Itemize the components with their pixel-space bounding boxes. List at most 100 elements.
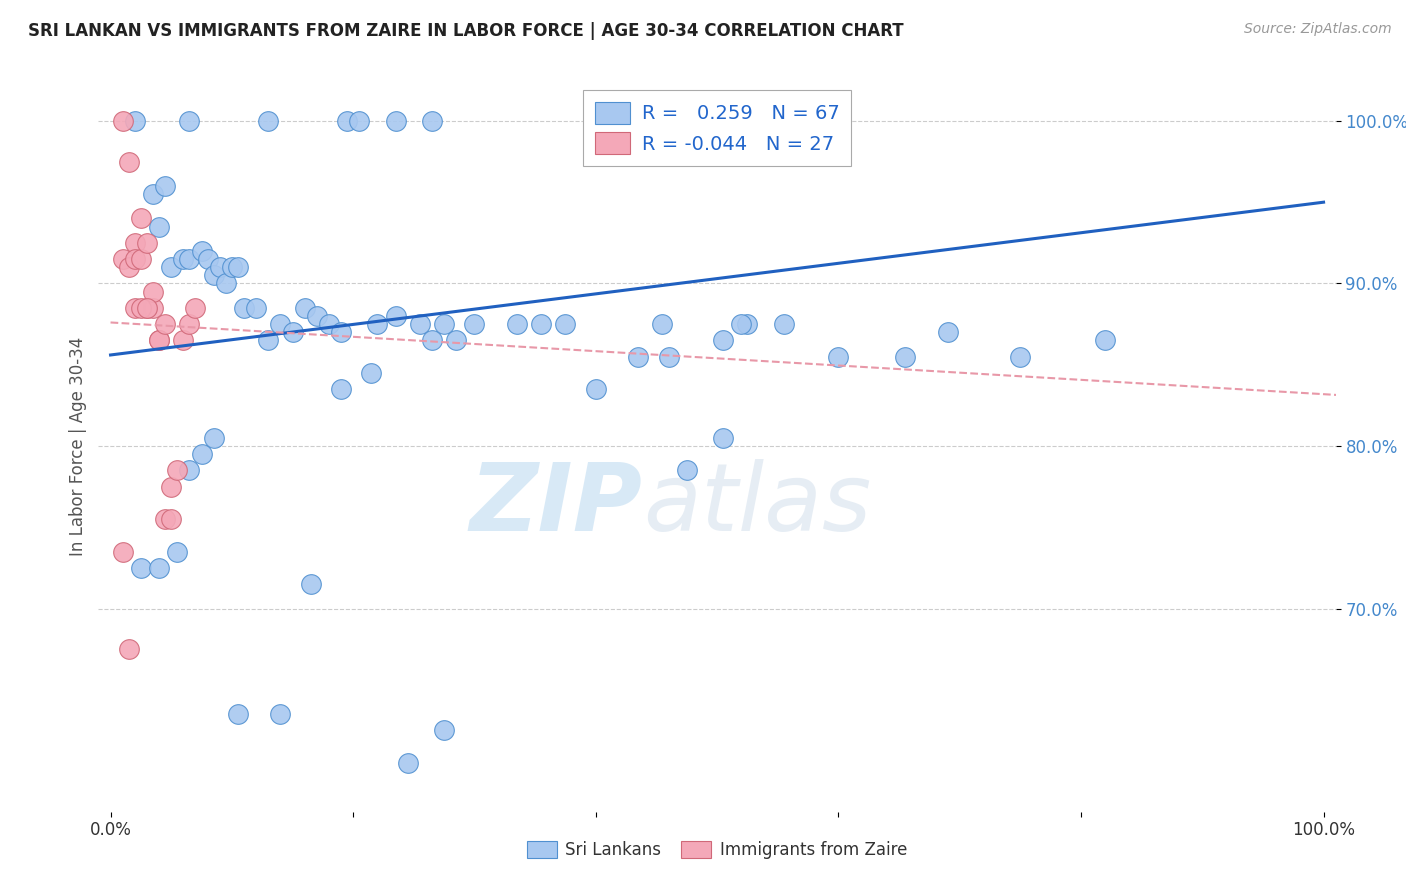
Point — [1010, 350, 1032, 364]
Point — [627, 350, 650, 364]
Point — [257, 114, 280, 128]
Point — [179, 463, 201, 477]
Point — [111, 252, 134, 266]
Point — [190, 244, 212, 258]
Point — [129, 301, 152, 315]
Point — [160, 260, 183, 275]
Point — [197, 252, 219, 266]
Point — [153, 512, 176, 526]
Point — [166, 544, 188, 558]
Point — [208, 260, 231, 275]
Point — [184, 301, 207, 315]
Point — [772, 317, 794, 331]
Point — [148, 219, 170, 234]
Point — [153, 178, 176, 193]
Point — [396, 756, 419, 770]
Point — [136, 301, 159, 315]
Point — [179, 252, 201, 266]
Point — [281, 325, 304, 339]
Point — [142, 301, 165, 315]
Point — [463, 317, 485, 331]
Point — [420, 114, 443, 128]
Point — [336, 114, 359, 128]
Point — [506, 317, 529, 331]
Point — [118, 260, 141, 275]
Point — [179, 114, 201, 128]
Y-axis label: In Labor Force | Age 30-34: In Labor Force | Age 30-34 — [69, 336, 87, 556]
Text: SRI LANKAN VS IMMIGRANTS FROM ZAIRE IN LABOR FORCE | AGE 30-34 CORRELATION CHART: SRI LANKAN VS IMMIGRANTS FROM ZAIRE IN L… — [28, 22, 904, 40]
Point — [433, 723, 456, 738]
Point — [711, 431, 734, 445]
Point — [148, 334, 170, 348]
Point — [269, 707, 291, 722]
Point — [124, 235, 146, 250]
Point — [269, 317, 291, 331]
Point — [360, 366, 382, 380]
Point — [215, 277, 238, 291]
Point — [118, 642, 141, 657]
Point — [166, 463, 188, 477]
Point — [172, 252, 194, 266]
Point — [179, 317, 201, 331]
Point — [136, 301, 159, 315]
Point — [711, 334, 734, 348]
Point — [1094, 334, 1116, 348]
Point — [111, 114, 134, 128]
Point — [651, 317, 673, 331]
Point — [257, 334, 280, 348]
Point — [657, 350, 679, 364]
Point — [226, 707, 249, 722]
Point — [305, 309, 328, 323]
Point — [347, 114, 370, 128]
Point — [226, 260, 249, 275]
Point — [129, 561, 152, 575]
Point — [730, 317, 752, 331]
Point — [330, 382, 353, 396]
Legend: Sri Lankans, Immigrants from Zaire: Sri Lankans, Immigrants from Zaire — [520, 834, 914, 865]
Point — [142, 285, 165, 299]
Point — [129, 252, 152, 266]
Point — [190, 447, 212, 461]
Point — [160, 480, 183, 494]
Point — [202, 431, 225, 445]
Point — [384, 309, 406, 323]
Point — [148, 334, 170, 348]
Point — [530, 317, 553, 331]
Point — [894, 350, 917, 364]
Point — [294, 301, 316, 315]
Point — [148, 561, 170, 575]
Point — [554, 317, 576, 331]
Point — [124, 301, 146, 315]
Point — [318, 317, 340, 331]
Point — [124, 252, 146, 266]
Point — [118, 154, 141, 169]
Point — [827, 350, 849, 364]
Point — [446, 334, 468, 348]
Point — [124, 114, 146, 128]
Point — [409, 317, 432, 331]
Point — [675, 463, 697, 477]
Point — [384, 114, 406, 128]
Point — [936, 325, 959, 339]
Text: atlas: atlas — [643, 459, 872, 550]
Point — [585, 382, 607, 396]
Point — [142, 187, 165, 202]
Point — [420, 334, 443, 348]
Point — [330, 325, 353, 339]
Point — [433, 317, 456, 331]
Point — [172, 334, 194, 348]
Text: ZIP: ZIP — [470, 458, 643, 550]
Point — [299, 577, 322, 591]
Point — [221, 260, 243, 275]
Point — [129, 211, 152, 226]
Text: Source: ZipAtlas.com: Source: ZipAtlas.com — [1244, 22, 1392, 37]
Point — [245, 301, 267, 315]
Point — [160, 512, 183, 526]
Point — [233, 301, 256, 315]
Point — [153, 317, 176, 331]
Point — [737, 317, 759, 331]
Point — [111, 544, 134, 558]
Point — [136, 235, 159, 250]
Point — [202, 268, 225, 283]
Point — [366, 317, 388, 331]
